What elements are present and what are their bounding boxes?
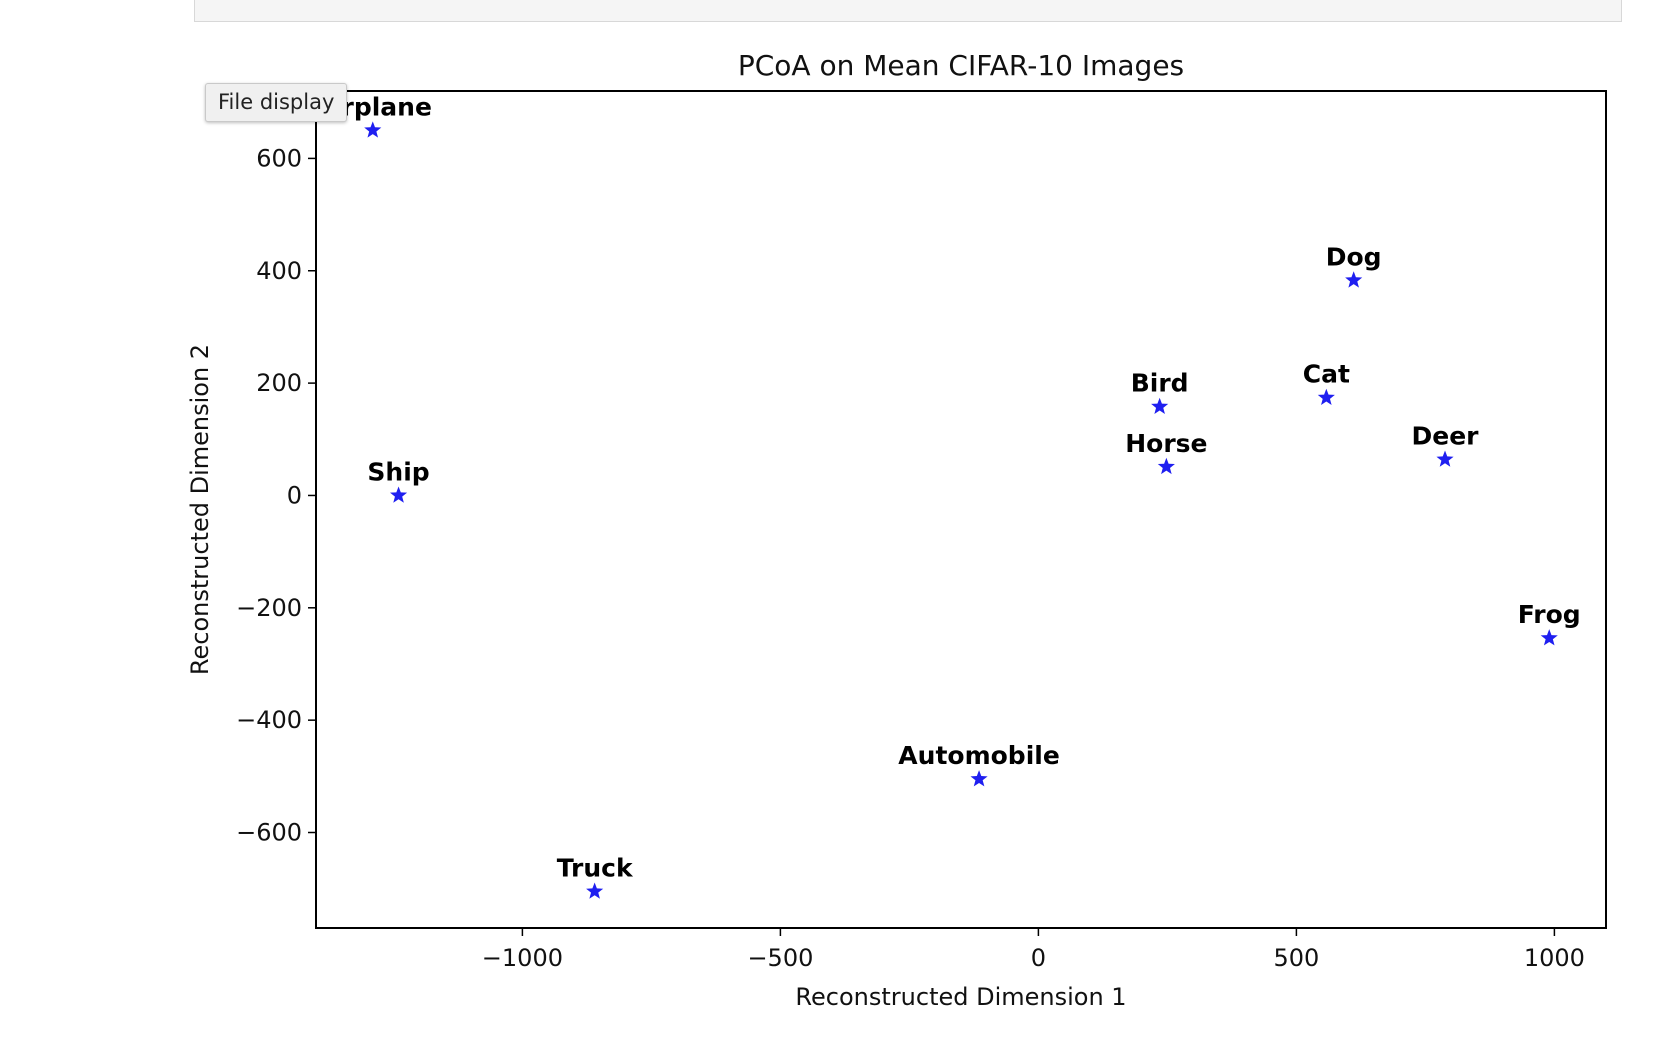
data-point-star [1540, 629, 1558, 646]
data-point-label: Deer [1412, 422, 1480, 451]
data-point-label: Horse [1125, 429, 1207, 458]
y-tick-label: 0 [287, 481, 302, 509]
data-point-star [364, 121, 382, 138]
y-tick-label: 200 [256, 369, 302, 397]
data-point-label: Dog [1326, 242, 1382, 271]
y-axis-ticks: −600 −400 −200 0 200 400 600 [236, 144, 316, 847]
plot-area-frame [315, 90, 1607, 929]
data-point-star [390, 486, 408, 503]
x-tick-label: −1000 [482, 944, 563, 972]
data-point-star [970, 770, 988, 787]
output-panel-top [194, 0, 1622, 22]
file-display-tooltip: File display [205, 83, 348, 122]
y-tick-label: −200 [236, 594, 302, 622]
data-point-label: Cat [1303, 360, 1350, 389]
data-point-label: Frog [1518, 600, 1581, 629]
y-axis-label: Reconstructed Dimension 2 [186, 344, 214, 675]
x-axis-ticks: −1000 −500 0 500 1000 [482, 928, 1585, 972]
x-axis-label: Reconstructed Dimension 1 [795, 983, 1126, 1011]
x-tick-label: −500 [747, 944, 813, 972]
x-tick-label: 500 [1273, 944, 1319, 972]
y-tick-label: 400 [256, 257, 302, 285]
data-point-label: Truck [557, 853, 634, 882]
data-point-label: Ship [367, 457, 429, 486]
data-point-label: Automobile [898, 741, 1060, 770]
data-point-label: Bird [1131, 369, 1189, 398]
data-point-star [1317, 388, 1335, 405]
y-tick-label: 600 [256, 144, 302, 172]
x-tick-label: 0 [1031, 944, 1046, 972]
y-tick-label: −400 [236, 706, 302, 734]
data-point-star [586, 882, 604, 899]
y-tick-label: −600 [236, 819, 302, 847]
data-point-star [1157, 457, 1175, 475]
data-point-star [1151, 397, 1169, 414]
x-tick-label: 1000 [1524, 944, 1585, 972]
chart-title: PCoA on Mean CIFAR-10 Images [738, 49, 1184, 82]
data-point-star [1436, 450, 1454, 467]
data-point-star [1345, 271, 1363, 288]
data-points: AirplaneShipTruckAutomobileBirdHorseCatD… [316, 92, 1581, 899]
